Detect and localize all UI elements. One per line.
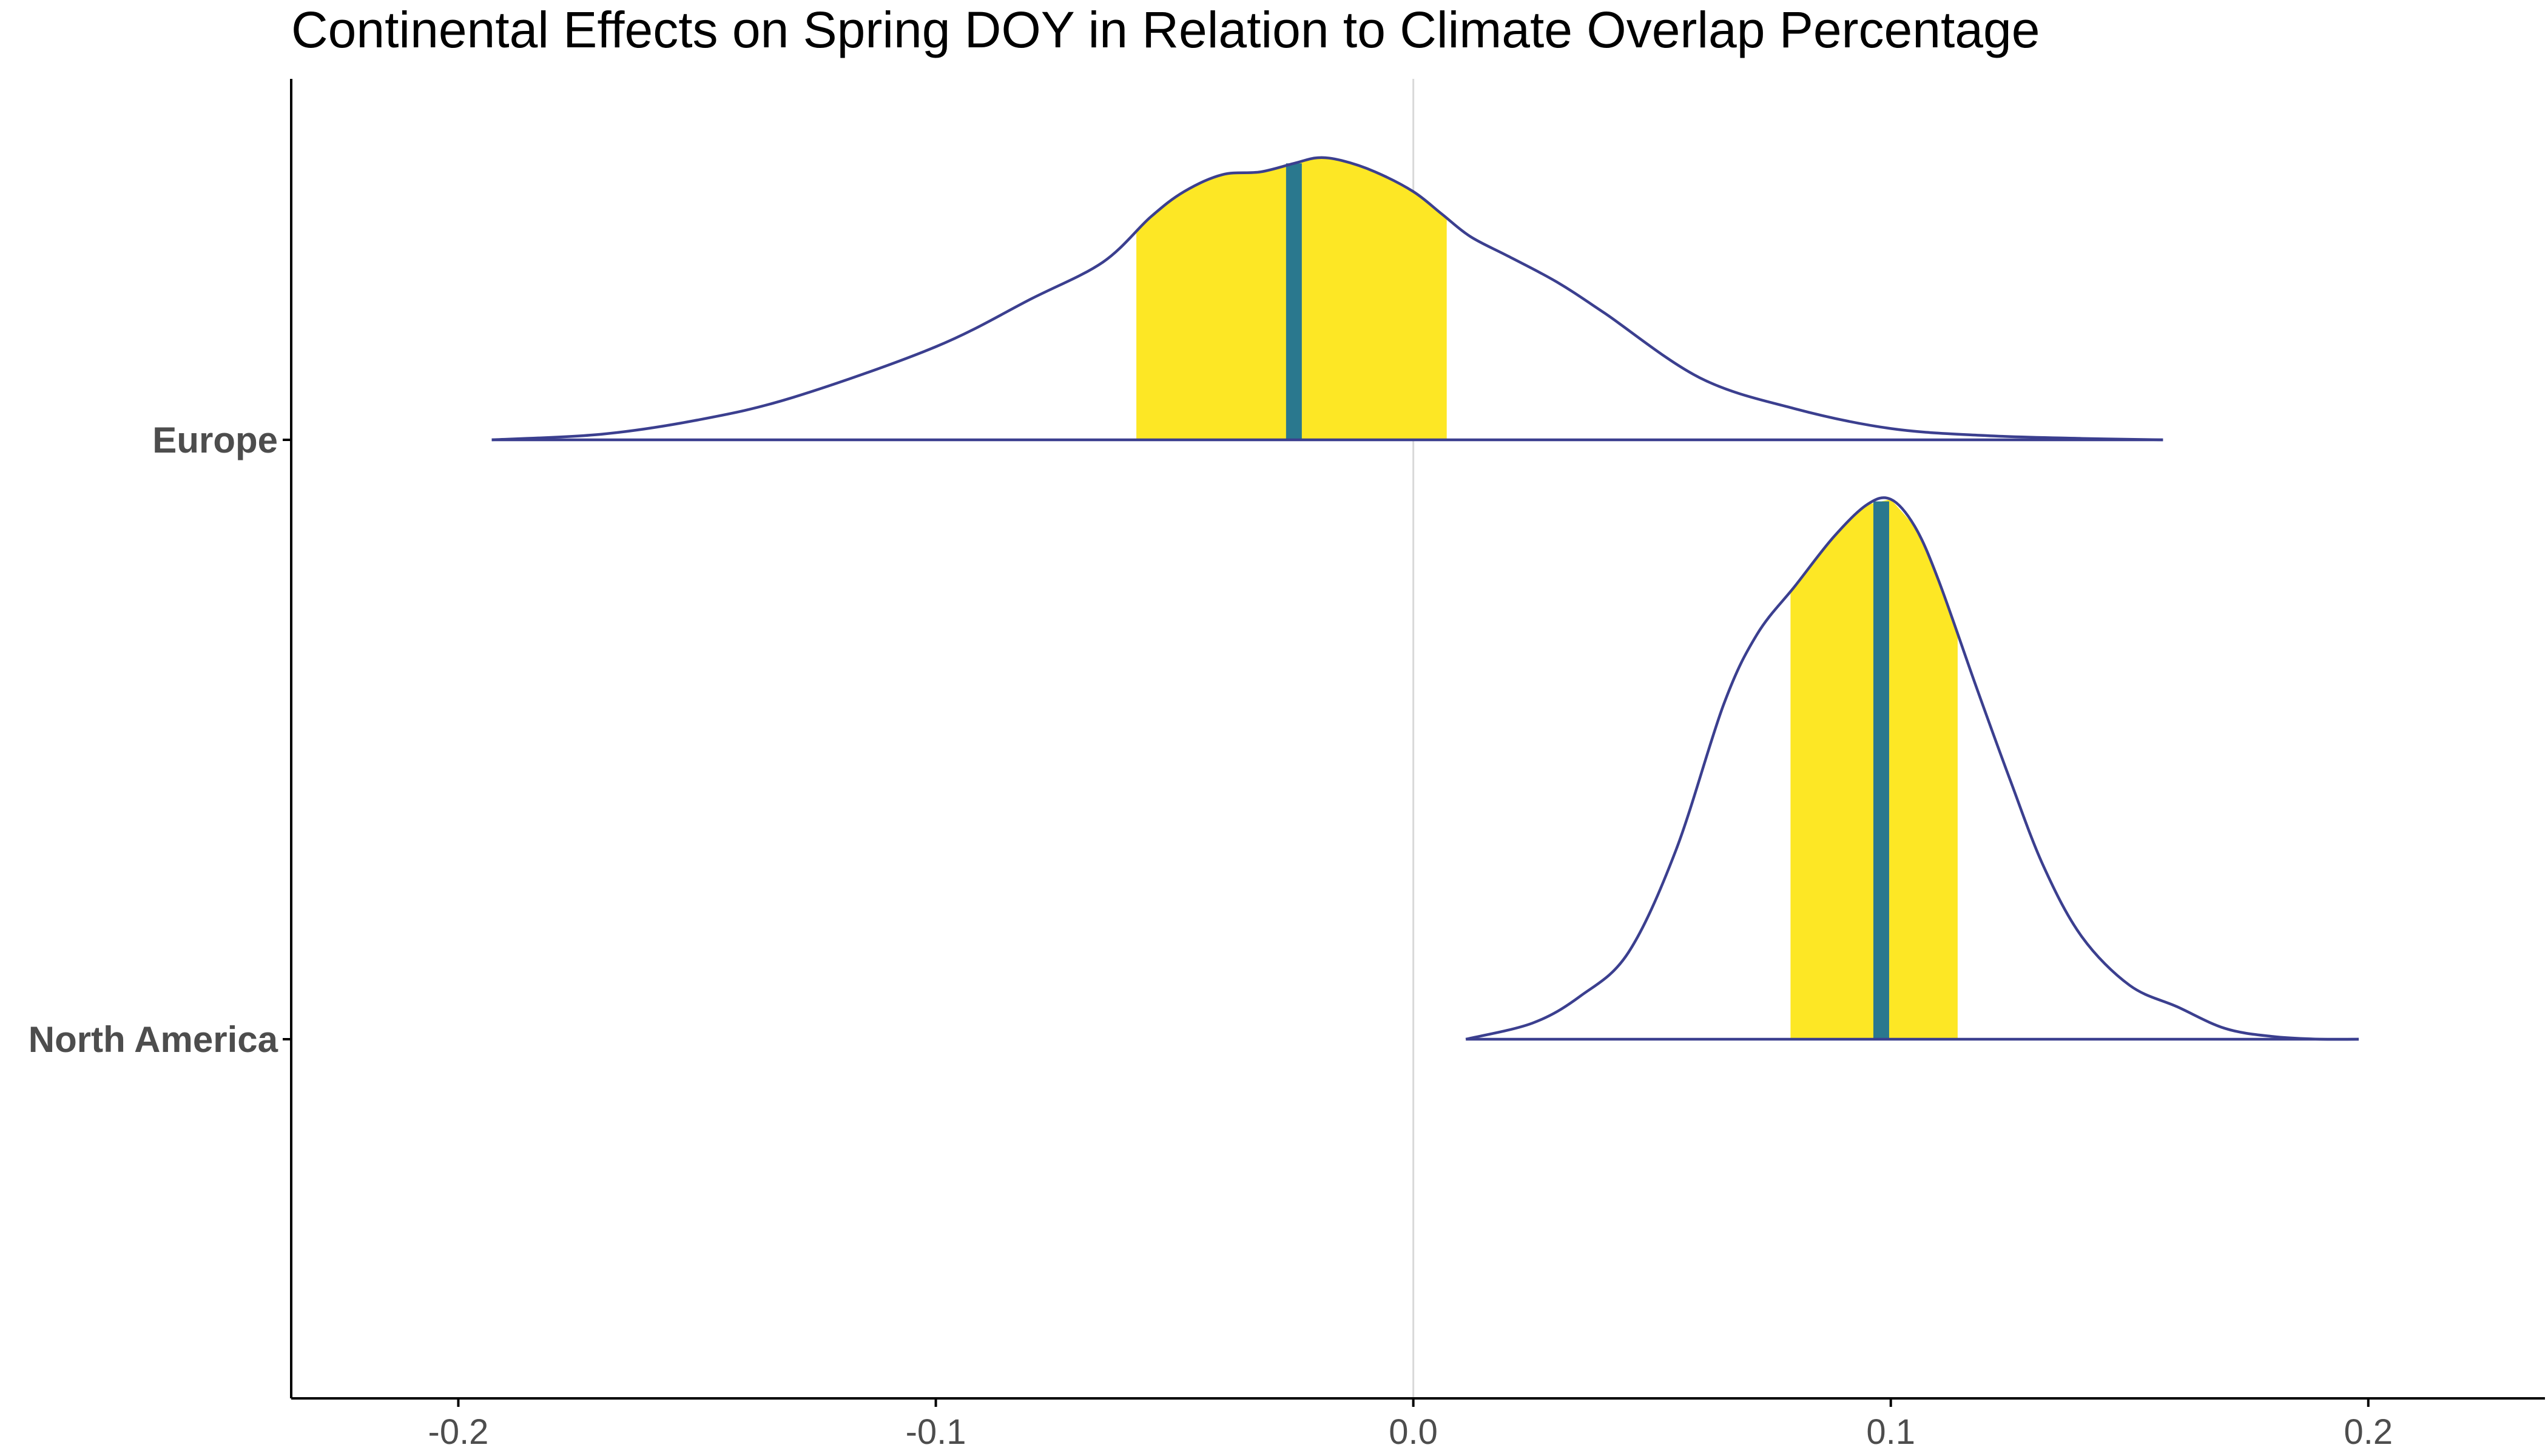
- europe-density-curve: [491, 156, 2163, 442]
- x-tick-label-4: 0.2: [2344, 1412, 2393, 1452]
- plot-area: Europe North America -0.2 -0.1 0.0 0.1 0.2: [29, 79, 2545, 1452]
- x-tick-label-0: -0.2: [428, 1412, 489, 1452]
- x-tick-label-1: -0.1: [906, 1412, 966, 1452]
- chart-title: Continental Effects on Spring DOY in Rel…: [291, 1, 2040, 58]
- y-tick-label-europe: Europe: [152, 420, 278, 460]
- x-tick-label-3: 0.1: [1866, 1412, 1915, 1452]
- north-america-density-curve: [1465, 496, 2359, 1041]
- y-tick-label-north-america: North America: [29, 1019, 278, 1060]
- x-tick-label-2: 0.0: [1389, 1412, 1438, 1452]
